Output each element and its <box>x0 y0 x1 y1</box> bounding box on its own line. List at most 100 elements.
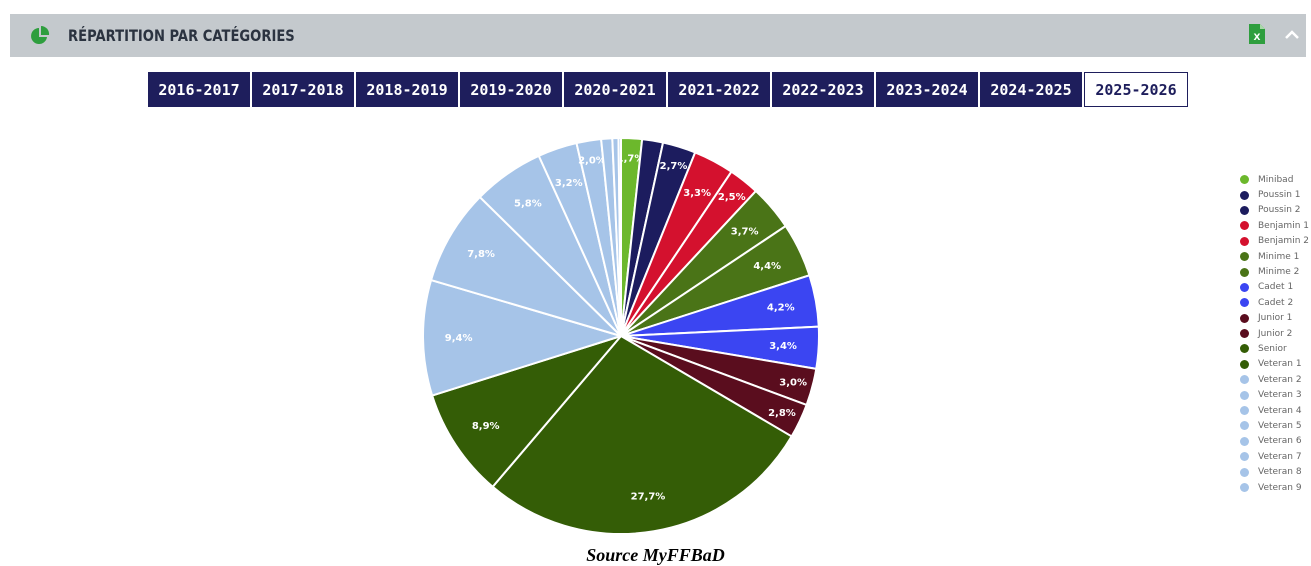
legend-item[interactable]: Minime 1 <box>1240 249 1309 264</box>
data-label: 1,7% <box>617 154 645 165</box>
tab-2016-2017[interactable]: 2016-2017 <box>148 72 252 107</box>
legend-item[interactable]: Poussin 1 <box>1240 187 1309 202</box>
data-label: 3,2% <box>555 178 583 189</box>
svg-text:X: X <box>1254 33 1261 43</box>
pie-chart-icon <box>31 25 50 44</box>
tab-2025-2026[interactable]: 2025-2026 <box>1084 72 1188 107</box>
data-label: 5,8% <box>514 198 542 209</box>
legend-label: Veteran 8 <box>1258 467 1302 478</box>
legend-marker <box>1240 390 1249 400</box>
tab-2022-2023[interactable]: 2022-2023 <box>772 72 876 107</box>
pie-slice-veteran-3[interactable] <box>429 195 622 337</box>
legend-item[interactable]: Veteran 9 <box>1240 480 1309 495</box>
tab-2024-2025[interactable]: 2024-2025 <box>980 72 1084 107</box>
legend-marker <box>1240 221 1249 231</box>
legend-item[interactable]: Minime 2 <box>1240 264 1309 279</box>
data-label: 7,8% <box>467 249 495 260</box>
legend-item[interactable]: Benjamin 1 <box>1240 218 1309 233</box>
legend-item[interactable]: Junior 1 <box>1240 311 1309 326</box>
tab-2021-2022[interactable]: 2021-2022 <box>668 72 772 107</box>
legend-item[interactable]: Veteran 2 <box>1240 372 1309 387</box>
legend-item[interactable]: Veteran 7 <box>1240 449 1309 464</box>
data-label: 3,3% <box>683 188 711 199</box>
legend-label: Poussin 2 <box>1258 205 1301 216</box>
excel-export-icon[interactable]: X <box>1248 23 1266 45</box>
legend-item[interactable]: Veteran 5 <box>1240 418 1309 433</box>
pie-slice-veteran-1[interactable] <box>430 334 625 489</box>
legend-marker <box>1240 205 1249 215</box>
legend-item[interactable]: Cadet 1 <box>1240 280 1309 295</box>
legend-label: Veteran 9 <box>1258 482 1302 493</box>
tab-2020-2021[interactable]: 2020-2021 <box>564 72 668 107</box>
legend-item[interactable]: Benjamin 2 <box>1240 234 1309 249</box>
data-label: 9,4% <box>445 333 473 344</box>
legend-item[interactable]: Minibad <box>1240 172 1309 187</box>
legend-item[interactable]: Veteran 3 <box>1240 387 1309 402</box>
tab-2017-2018[interactable]: 2017-2018 <box>252 72 356 107</box>
data-label: 27,7% <box>631 492 666 503</box>
section-title: RÉPARTITION PAR CATÉGORIES <box>68 26 295 45</box>
legend-item[interactable]: Senior <box>1240 341 1309 356</box>
legend-label: Benjamin 1 <box>1258 220 1309 231</box>
legend-marker <box>1240 190 1249 200</box>
legend-marker <box>1240 329 1249 339</box>
data-label: 8,9% <box>472 421 500 432</box>
pie-slice-veteran-2[interactable] <box>422 278 625 397</box>
legend-label: Senior <box>1258 343 1287 354</box>
tab-2018-2019[interactable]: 2018-2019 <box>356 72 460 107</box>
legend-marker <box>1240 483 1249 492</box>
pie-slice-senior[interactable] <box>491 334 794 535</box>
legend-item[interactable]: Cadet 2 <box>1240 295 1309 310</box>
legend-marker <box>1240 467 1249 477</box>
legend-item[interactable]: Veteran 4 <box>1240 403 1309 418</box>
legend-label: Minime 1 <box>1258 251 1300 262</box>
legend-item[interactable]: Junior 2 <box>1240 326 1309 341</box>
data-label: 2,8% <box>768 408 796 419</box>
legend-item[interactable]: Veteran 1 <box>1240 357 1309 372</box>
legend-label: Veteran 4 <box>1258 405 1302 416</box>
legend-marker <box>1240 282 1249 292</box>
source-caption: Source MyFFBaD <box>586 545 725 565</box>
pie-slice-veteran-9[interactable] <box>617 136 622 337</box>
legend-marker <box>1240 359 1249 369</box>
legend-label: Veteran 6 <box>1258 436 1302 447</box>
legend-marker <box>1240 175 1249 185</box>
legend-label: Veteran 7 <box>1258 451 1302 462</box>
legend-label: Junior 1 <box>1258 313 1293 324</box>
legend-marker <box>1240 252 1249 262</box>
legend-label: Poussin 1 <box>1258 190 1301 201</box>
tab-2023-2024[interactable]: 2023-2024 <box>876 72 980 107</box>
legend-label: Cadet 2 <box>1258 297 1294 308</box>
legend-marker <box>1240 313 1249 323</box>
data-label: 4,2% <box>767 303 795 314</box>
legend-marker <box>1240 452 1249 462</box>
legend-label: Veteran 5 <box>1258 420 1302 431</box>
data-label: 3,7% <box>731 226 759 237</box>
legend-label: Minibad <box>1258 174 1294 185</box>
legend-marker <box>1240 436 1249 446</box>
data-label: 2,7% <box>660 161 688 172</box>
legend-marker <box>1240 267 1249 277</box>
legend-label: Junior 2 <box>1258 328 1293 339</box>
tab-2019-2020[interactable]: 2019-2020 <box>460 72 564 107</box>
legend-item[interactable]: Veteran 6 <box>1240 434 1309 449</box>
pie-chart: 1,7% 2,7% 3,3% 2,5% 3,7% 4,4% 4,2% 3,4% 3,0% 2,8%… <box>422 136 820 535</box>
legend-marker <box>1240 406 1249 416</box>
section-header: RÉPARTITION PAR CATÉGORIES X <box>10 14 1306 57</box>
legend-label: Minime 2 <box>1258 267 1300 278</box>
legend-marker <box>1240 421 1249 431</box>
legend-label: Veteran 3 <box>1258 390 1302 401</box>
chevron-up-icon[interactable] <box>1282 25 1302 45</box>
legend-label: Cadet 1 <box>1258 282 1294 293</box>
data-label: 2,0% <box>578 156 606 167</box>
chart-legend: Minibad Poussin 1 Poussin 2 Benjamin 1 Benja… <box>1240 172 1309 495</box>
legend-marker <box>1240 344 1249 354</box>
data-label: 4,4% <box>753 261 781 272</box>
legend-marker <box>1240 298 1249 308</box>
data-label: 3,0% <box>779 378 807 389</box>
legend-label: Benjamin 2 <box>1258 236 1309 247</box>
data-label: 2,5% <box>718 192 746 203</box>
legend-item[interactable]: Veteran 8 <box>1240 464 1309 479</box>
legend-item[interactable]: Poussin 2 <box>1240 203 1309 218</box>
legend-label: Veteran 2 <box>1258 374 1302 385</box>
